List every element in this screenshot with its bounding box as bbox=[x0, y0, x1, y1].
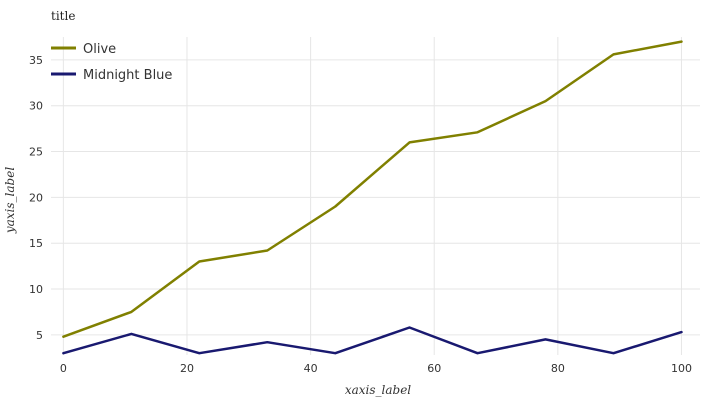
x-axis-label: xaxis_label bbox=[345, 383, 411, 397]
x-tick-label: 60 bbox=[427, 362, 441, 375]
y-tick-label: 10 bbox=[29, 283, 43, 296]
x-tick-label: 80 bbox=[551, 362, 565, 375]
x-tick-label: 40 bbox=[304, 362, 318, 375]
y-tick-labels: 5 10 15 20 25 30 35 bbox=[29, 54, 43, 342]
series-line-midnight-blue bbox=[62, 326, 683, 355]
x-tick-label: 100 bbox=[671, 362, 692, 375]
y-axis-label: yaxis_label bbox=[3, 167, 17, 234]
legend-label: Midnight Blue bbox=[83, 68, 172, 83]
y-tick-label: 35 bbox=[29, 54, 43, 67]
y-tick-label: 20 bbox=[29, 191, 43, 204]
x-tick-label: 0 bbox=[60, 362, 67, 375]
chart-title: title bbox=[51, 9, 75, 23]
y-tick-label: 5 bbox=[36, 329, 43, 342]
y-tick-label: 25 bbox=[29, 146, 43, 159]
x-tick-label: 20 bbox=[180, 362, 194, 375]
x-tick-labels: 0 20 40 60 80 100 bbox=[60, 362, 692, 375]
series-lines bbox=[62, 40, 683, 355]
series-line-olive bbox=[62, 40, 683, 338]
y-tick-label: 15 bbox=[29, 237, 43, 250]
grid bbox=[51, 37, 700, 355]
legend-label: Olive bbox=[83, 42, 116, 57]
legend: Olive Midnight Blue bbox=[51, 42, 172, 83]
y-tick-label: 30 bbox=[29, 100, 43, 113]
